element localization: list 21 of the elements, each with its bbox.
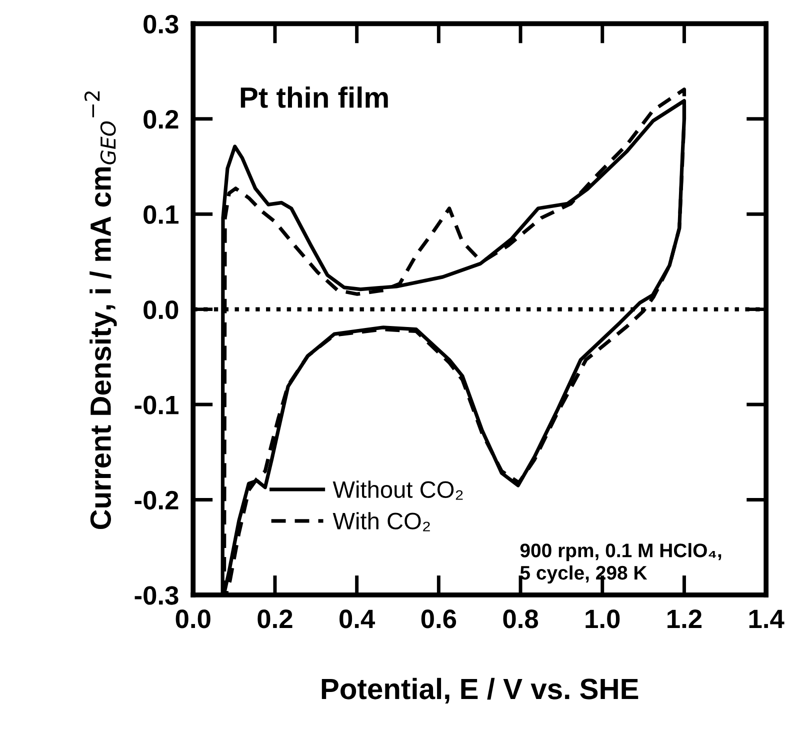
y-tick-label: 0.1	[144, 205, 178, 224]
y-axis-title: Current Density, i / mA cm$_{GEO}$$^{−2}$	[84, 91, 117, 530]
x-tick-label: 1.2	[668, 610, 702, 628]
x-tick-label: 0.2	[258, 610, 292, 628]
x-axis-title: Potential, E / V vs. SHE	[322, 678, 638, 704]
x-tick-label: 1.0	[586, 610, 620, 628]
x-tick-label: 0.4	[340, 610, 376, 628]
x-tick-label: 0.6	[421, 610, 456, 628]
legend-label: Without CO₂	[332, 480, 463, 500]
y-tick-label: -0.3	[134, 586, 178, 605]
y-tick-label: 0.3	[144, 14, 178, 34]
y-tick-label: -0.1	[134, 396, 178, 414]
x-tick-label: 1.4	[749, 610, 784, 628]
y-tick-label: 0.2	[144, 110, 178, 129]
legend-label: With CO₂	[332, 512, 430, 532]
annotation: 900 rpm, 0.1 M HClO₄, 5 cycle, 298 K	[520, 543, 722, 584]
annotation: Pt thin film	[240, 86, 388, 108]
x-tick-label: 0.0	[176, 610, 210, 628]
y-tick-label: 0.0	[144, 300, 178, 320]
x-tick-label: 0.8	[503, 610, 538, 628]
y-tick-label: -0.2	[134, 490, 178, 510]
